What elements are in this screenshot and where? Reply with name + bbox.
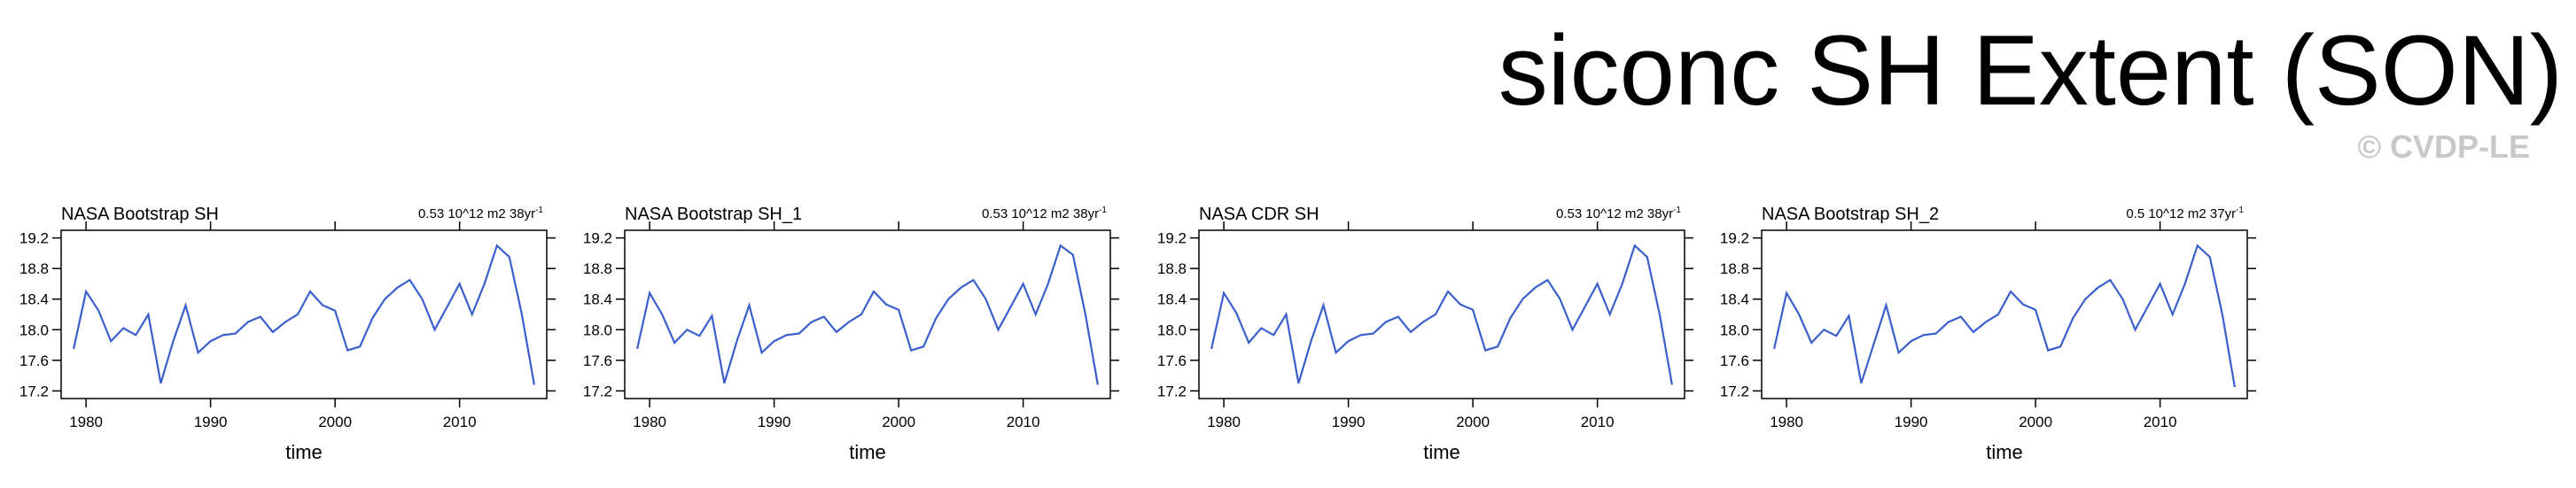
y-tick-label: 18.8 (1720, 260, 1749, 277)
data-line (636, 244, 1099, 385)
y-tick-label: 17.6 (1720, 352, 1749, 369)
y-tick-label: 17.2 (19, 383, 49, 399)
y-tick-label: 18.0 (583, 321, 612, 338)
trend-text: 0.53 10^12 m2 38yr (1556, 206, 1673, 221)
trend-label: 0.53 10^12 m2 38yr-1 (1556, 205, 1681, 221)
y-tick-label: 18.0 (1157, 321, 1187, 338)
y-tick-label: 17.6 (19, 352, 49, 369)
y-tick-label: 19.2 (1720, 230, 1749, 247)
data-line (1210, 244, 1673, 385)
x-axis-label: time (1423, 441, 1460, 463)
x-tick-label: 1980 (633, 414, 666, 430)
panel-title: NASA Bootstrap SH_1 (625, 205, 802, 224)
y-tick-label: 19.2 (1157, 230, 1187, 247)
x-tick-label: 1990 (1332, 414, 1366, 430)
y-tick-label: 18.0 (1720, 321, 1749, 338)
x-tick-label: 1980 (69, 414, 103, 430)
y-tick-label: 19.2 (583, 230, 612, 247)
x-tick-label: 1980 (1207, 414, 1241, 430)
x-axis-label: time (1986, 441, 2023, 463)
y-tick-label: 17.2 (1157, 383, 1187, 399)
y-tick-label: 18.4 (1157, 291, 1187, 308)
plot-frame (60, 229, 548, 399)
y-tick-label: 17.6 (583, 352, 612, 369)
x-tick-label: 1990 (194, 414, 228, 430)
trend-text: 0.53 10^12 m2 38yr (982, 206, 1099, 221)
x-tick-label: 2010 (443, 414, 477, 430)
x-tick-label: 2000 (318, 414, 352, 430)
x-tick-label: 2010 (1581, 414, 1615, 430)
x-tick-label: 1990 (1895, 414, 1928, 430)
trend-label: 0.53 10^12 m2 38yr-1 (418, 205, 543, 221)
x-tick-label: 2000 (882, 414, 915, 430)
y-tick-label: 18.8 (1157, 260, 1187, 277)
y-tick-label: 19.2 (19, 230, 49, 247)
y-tick-label: 18.8 (583, 260, 612, 277)
y-tick-label: 17.2 (583, 383, 612, 399)
trend-label: 0.5 10^12 m2 37yr-1 (2126, 205, 2244, 221)
x-tick-label: 2010 (1007, 414, 1040, 430)
plot-frame (624, 229, 1111, 399)
watermark: © CVDP-LE (2357, 128, 2530, 165)
x-tick-label: 2000 (1456, 414, 1490, 430)
x-axis-label: time (285, 441, 323, 463)
y-tick-label: 18.0 (19, 321, 49, 338)
y-tick-label: 17.2 (1720, 383, 1749, 399)
trend-text: 0.5 10^12 m2 37yr (2126, 206, 2236, 221)
trend-label: 0.53 10^12 m2 38yr-1 (982, 205, 1107, 221)
x-tick-label: 2010 (2144, 414, 2177, 430)
plot-frame (1761, 229, 2248, 399)
trend-exponent: -1 (2236, 205, 2244, 215)
trend-exponent: -1 (1673, 205, 1681, 215)
trend-exponent: -1 (535, 205, 543, 215)
plot-frame (1198, 229, 1685, 399)
panel-title: NASA Bootstrap SH (61, 205, 219, 224)
x-axis-label: time (849, 441, 886, 463)
x-tick-label: 2000 (2019, 414, 2052, 430)
y-tick-label: 18.4 (19, 291, 49, 308)
y-tick-label: 18.8 (19, 260, 49, 277)
page-title: siconc SH Extent (SON) (1498, 15, 2563, 126)
y-tick-label: 18.4 (583, 291, 612, 308)
trend-exponent: -1 (1099, 205, 1107, 215)
panel-title: NASA Bootstrap SH_2 (1762, 205, 1939, 224)
data-line (1773, 244, 2236, 388)
panel-title: NASA CDR SH (1199, 205, 1319, 224)
y-tick-label: 18.4 (1720, 291, 1749, 308)
trend-text: 0.53 10^12 m2 38yr (418, 206, 535, 221)
x-tick-label: 1990 (758, 414, 791, 430)
x-tick-label: 1980 (1770, 414, 1803, 430)
y-tick-label: 17.6 (1157, 352, 1187, 369)
data-line (73, 244, 535, 385)
